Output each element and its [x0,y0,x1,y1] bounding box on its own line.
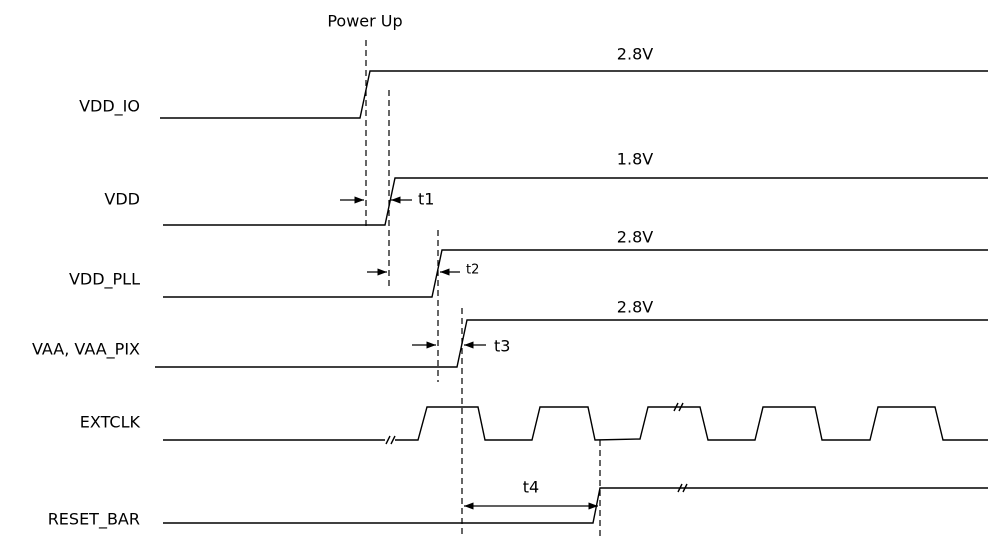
level-label: 2.8V [617,228,653,247]
title: Power Up [327,12,402,31]
timing-label: t1 [418,190,434,209]
level-label: 2.8V [617,298,653,317]
timing-label: t2 [466,263,479,278]
break-mark [385,402,684,445]
signal-label: VAA, VAA_PIX [32,340,140,360]
signal-label: EXTCLK [80,413,141,432]
waveform [155,319,988,368]
signal-label: VDD_PLL [69,270,140,290]
waveform [163,177,988,226]
waveform [163,249,988,298]
level-label: 2.8V [617,45,653,64]
waveform [163,406,988,441]
signal-label: VDD [104,190,140,209]
waveform [160,70,988,119]
timing-label: t4 [523,478,539,497]
timing-label: t3 [494,337,510,356]
break-mark [677,483,688,493]
signal-label: VDD_IO [79,97,140,117]
signal-label: RESET_BAR [48,510,140,530]
level-label: 1.8V [617,150,653,169]
